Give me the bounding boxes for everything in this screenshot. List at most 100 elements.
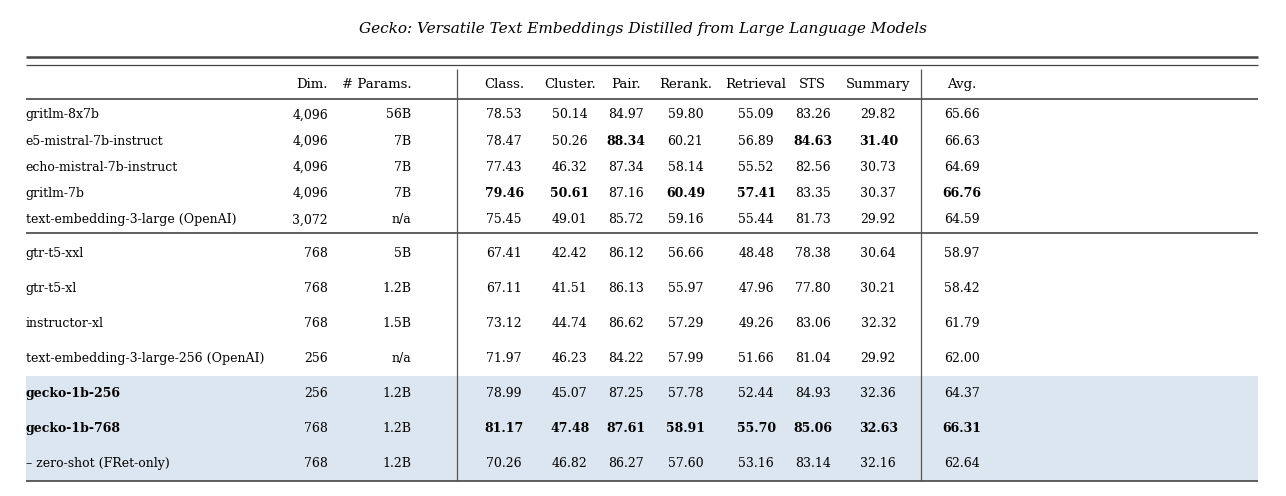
Text: 77.43: 77.43 <box>486 161 522 174</box>
Text: 45.07: 45.07 <box>552 387 588 400</box>
Text: 64.37: 64.37 <box>944 387 980 400</box>
Text: 768: 768 <box>303 282 328 295</box>
Text: 49.01: 49.01 <box>552 213 588 227</box>
Text: text-embedding-3-large (OpenAI): text-embedding-3-large (OpenAI) <box>26 213 237 227</box>
Text: 51.66: 51.66 <box>738 352 774 365</box>
Text: 58.91: 58.91 <box>666 422 705 435</box>
Text: gecko-1b-256: gecko-1b-256 <box>26 387 121 400</box>
Text: 50.14: 50.14 <box>552 108 588 122</box>
Text: 64.69: 64.69 <box>944 161 980 174</box>
Text: 87.34: 87.34 <box>608 161 644 174</box>
Text: 57.99: 57.99 <box>667 352 703 365</box>
Text: STS: STS <box>800 78 826 91</box>
Text: 32.36: 32.36 <box>860 387 896 400</box>
Text: Summary: Summary <box>846 78 910 91</box>
Text: 46.23: 46.23 <box>552 352 588 365</box>
Text: 59.80: 59.80 <box>667 108 703 122</box>
Text: 47.48: 47.48 <box>550 422 589 435</box>
Text: 75.45: 75.45 <box>486 213 522 227</box>
Text: 1.2B: 1.2B <box>382 387 412 400</box>
Text: 73.12: 73.12 <box>486 317 522 330</box>
Text: Gecko: Versatile Text Embeddings Distilled from Large Language Models: Gecko: Versatile Text Embeddings Distill… <box>359 22 927 36</box>
Text: 87.61: 87.61 <box>607 422 646 435</box>
Text: 29.82: 29.82 <box>860 108 896 122</box>
Text: 56B: 56B <box>386 108 412 122</box>
Text: 30.73: 30.73 <box>860 161 896 174</box>
Text: 67.41: 67.41 <box>486 247 522 259</box>
Text: 58.14: 58.14 <box>667 161 703 174</box>
Text: 84.93: 84.93 <box>795 387 831 400</box>
Text: e5-mistral-7b-instruct: e5-mistral-7b-instruct <box>26 134 163 148</box>
Text: 31.40: 31.40 <box>859 134 898 148</box>
Text: 87.25: 87.25 <box>608 387 644 400</box>
Text: 66.76: 66.76 <box>943 187 981 200</box>
Text: gritlm-7b: gritlm-7b <box>26 187 85 200</box>
Text: 1.5B: 1.5B <box>382 317 412 330</box>
Text: 57.41: 57.41 <box>737 187 775 200</box>
Text: Cluster.: Cluster. <box>544 78 595 91</box>
FancyBboxPatch shape <box>26 446 1258 481</box>
Text: 87.16: 87.16 <box>608 187 644 200</box>
Text: 78.99: 78.99 <box>486 387 522 400</box>
Text: 62.00: 62.00 <box>944 352 980 365</box>
Text: 44.74: 44.74 <box>552 317 588 330</box>
Text: 58.42: 58.42 <box>944 282 980 295</box>
Text: 57.78: 57.78 <box>667 387 703 400</box>
Text: 60.49: 60.49 <box>666 187 705 200</box>
Text: Avg.: Avg. <box>948 78 976 91</box>
Text: gtr-t5-xxl: gtr-t5-xxl <box>26 247 84 259</box>
Text: 65.66: 65.66 <box>944 108 980 122</box>
Text: 768: 768 <box>303 317 328 330</box>
Text: 32.32: 32.32 <box>860 317 896 330</box>
Text: 1.2B: 1.2B <box>382 422 412 435</box>
Text: 58.97: 58.97 <box>944 247 980 259</box>
Text: 7B: 7B <box>395 187 412 200</box>
Text: instructor-xl: instructor-xl <box>26 317 104 330</box>
Text: 50.26: 50.26 <box>552 134 588 148</box>
Text: 768: 768 <box>303 457 328 470</box>
Text: 86.62: 86.62 <box>608 317 644 330</box>
Text: 4,096: 4,096 <box>292 187 328 200</box>
Text: 1.2B: 1.2B <box>382 457 412 470</box>
Text: 50.61: 50.61 <box>550 187 589 200</box>
Text: 7B: 7B <box>395 134 412 148</box>
Text: 55.97: 55.97 <box>667 282 703 295</box>
Text: 32.63: 32.63 <box>859 422 898 435</box>
Text: 86.13: 86.13 <box>608 282 644 295</box>
Text: 7B: 7B <box>395 161 412 174</box>
Text: 85.72: 85.72 <box>608 213 644 227</box>
Text: 30.64: 30.64 <box>860 247 896 259</box>
Text: 55.44: 55.44 <box>738 213 774 227</box>
Text: 84.97: 84.97 <box>608 108 644 122</box>
Text: 83.06: 83.06 <box>795 317 831 330</box>
Text: 4,096: 4,096 <box>292 108 328 122</box>
Text: 82.56: 82.56 <box>795 161 831 174</box>
Text: 59.16: 59.16 <box>667 213 703 227</box>
Text: 1.2B: 1.2B <box>382 282 412 295</box>
Text: 256: 256 <box>305 352 328 365</box>
Text: gritlm-8x7b: gritlm-8x7b <box>26 108 100 122</box>
Text: 5B: 5B <box>395 247 412 259</box>
Text: gtr-t5-xl: gtr-t5-xl <box>26 282 77 295</box>
Text: 70.26: 70.26 <box>486 457 522 470</box>
Text: 55.09: 55.09 <box>738 108 774 122</box>
FancyBboxPatch shape <box>26 376 1258 411</box>
Text: 53.16: 53.16 <box>738 457 774 470</box>
Text: 81.73: 81.73 <box>795 213 831 227</box>
Text: 768: 768 <box>303 422 328 435</box>
Text: echo-mistral-7b-instruct: echo-mistral-7b-instruct <box>26 161 177 174</box>
Text: gecko-1b-768: gecko-1b-768 <box>26 422 121 435</box>
Text: 30.37: 30.37 <box>860 187 896 200</box>
Text: 4,096: 4,096 <box>292 161 328 174</box>
Text: 67.11: 67.11 <box>486 282 522 295</box>
Text: Retrieval: Retrieval <box>725 78 787 91</box>
Text: 86.12: 86.12 <box>608 247 644 259</box>
Text: 71.97: 71.97 <box>486 352 522 365</box>
Text: 83.35: 83.35 <box>795 187 831 200</box>
Text: 60.21: 60.21 <box>667 134 703 148</box>
Text: text-embedding-3-large-256 (OpenAI): text-embedding-3-large-256 (OpenAI) <box>26 352 264 365</box>
Text: 66.31: 66.31 <box>943 422 981 435</box>
Text: 84.63: 84.63 <box>793 134 832 148</box>
Text: 29.92: 29.92 <box>860 352 896 365</box>
Text: 78.53: 78.53 <box>486 108 522 122</box>
